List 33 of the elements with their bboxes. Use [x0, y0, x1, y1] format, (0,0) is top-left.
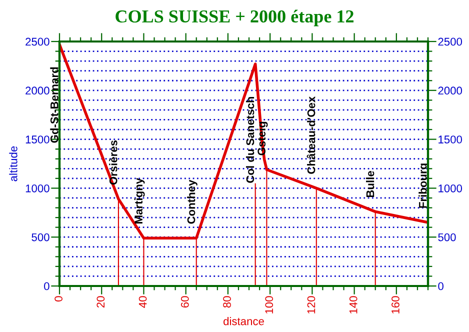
annotation: Château-d'Oex — [306, 96, 316, 174]
annotation: Fribourg — [418, 164, 430, 208]
x-tick-label: 140 — [349, 296, 358, 314]
y-axis-title: altitude — [9, 146, 18, 182]
annotation: Gsteig — [257, 122, 268, 156]
y2-tick-label: 1000 — [438, 184, 462, 192]
y-tick-label: 1500 — [26, 136, 50, 144]
y-tick-label: 2000 — [26, 86, 50, 95]
x-tick-label: 0 — [54, 296, 62, 302]
y2-tick-label: 2500 — [438, 38, 462, 46]
y-tick-label: 1000 — [26, 184, 50, 192]
x-axis-title: distance — [224, 317, 264, 326]
x-tick-label: 80 — [223, 296, 231, 308]
x-tick-label: 40 — [138, 296, 147, 308]
x-tick-label: 100 — [265, 296, 274, 314]
y2-tick-label: 500 — [438, 233, 456, 242]
x-tick-label: 120 — [307, 296, 316, 314]
y-tick-label: 0 — [44, 282, 50, 290]
annotation: Gd-St-Bernard — [50, 67, 58, 143]
annotation: Bulle — [366, 171, 374, 198]
annotation: Conthey — [187, 180, 198, 224]
x-tick-label: 60 — [180, 296, 189, 308]
y2-tick-label: 2000 — [438, 86, 462, 95]
y2-tick-label: 0 — [438, 282, 444, 290]
y-tick-label: 500 — [32, 233, 50, 242]
chart-title: COLS SUISSE + 2000 étape 12 — [116, 10, 354, 26]
annotation: Col du Sanetsch — [246, 96, 254, 183]
x-tick-label: 160 — [392, 296, 400, 314]
annotation: Orsières — [109, 140, 118, 185]
x-tick-label: 20 — [96, 296, 105, 308]
y-tick-label: 2500 — [26, 38, 50, 46]
y2-tick-label: 1500 — [438, 136, 462, 144]
annotation: Martigny — [134, 178, 145, 224]
